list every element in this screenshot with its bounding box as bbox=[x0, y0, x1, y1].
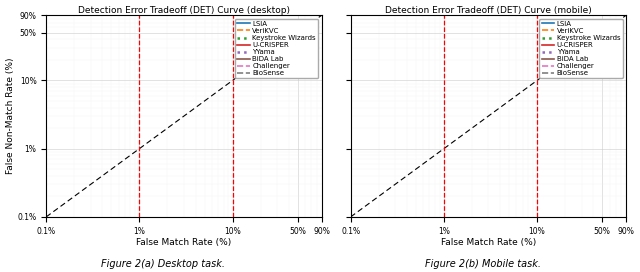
Text: Figure 2(b) Mobile task.: Figure 2(b) Mobile task. bbox=[425, 259, 541, 269]
Title: Detection Error Tradeoff (DET) Curve (mobile): Detection Error Tradeoff (DET) Curve (mo… bbox=[385, 5, 592, 15]
X-axis label: False Match Rate (%): False Match Rate (%) bbox=[441, 238, 536, 248]
Title: Detection Error Tradeoff (DET) Curve (desktop): Detection Error Tradeoff (DET) Curve (de… bbox=[78, 5, 290, 15]
Y-axis label: False Non-Match Rate (%): False Non-Match Rate (%) bbox=[6, 58, 15, 174]
Legend: LSIA, VeriKVC, Keystroke Wizards, U-CRISPER, YYama, BiDA Lab, Challenger, BioSen: LSIA, VeriKVC, Keystroke Wizards, U-CRIS… bbox=[235, 19, 318, 78]
Text: Figure 2(a) Desktop task.: Figure 2(a) Desktop task. bbox=[101, 259, 225, 269]
X-axis label: False Match Rate (%): False Match Rate (%) bbox=[136, 238, 232, 248]
Legend: LSIA, VeriKVC, Keystroke Wizards, U-CRISPER, YYama, BiDA Lab, Challenger, BioSen: LSIA, VeriKVC, Keystroke Wizards, U-CRIS… bbox=[540, 19, 623, 78]
